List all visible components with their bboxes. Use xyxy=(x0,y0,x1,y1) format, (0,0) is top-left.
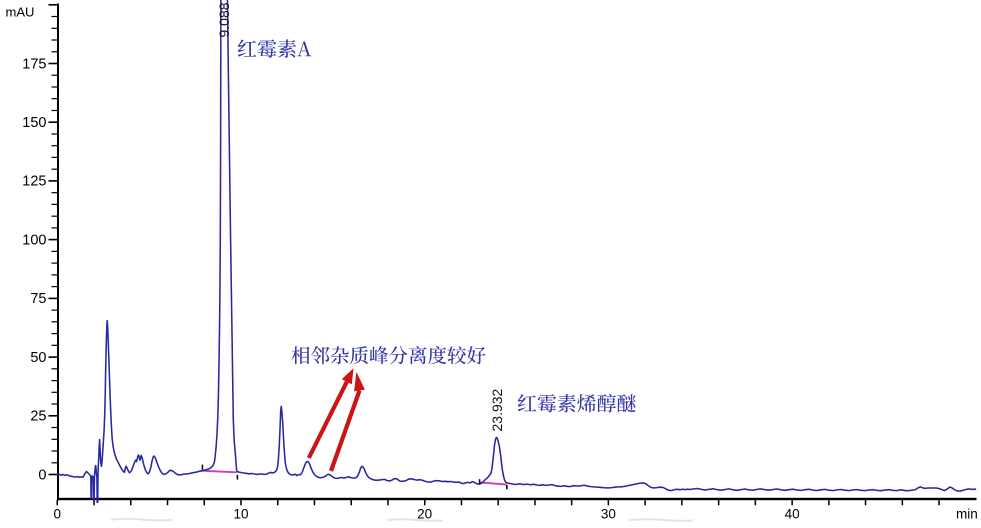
svg-text:30: 30 xyxy=(601,506,616,521)
svg-text:0: 0 xyxy=(54,506,62,521)
svg-text:9.088: 9.088 xyxy=(216,2,232,37)
svg-text:mAU: mAU xyxy=(6,5,35,20)
svg-text:20: 20 xyxy=(417,506,432,521)
svg-text:10: 10 xyxy=(233,506,248,521)
svg-text:50: 50 xyxy=(30,350,46,366)
svg-text:75: 75 xyxy=(30,291,46,307)
svg-text:0: 0 xyxy=(38,467,46,483)
svg-text:23.932: 23.932 xyxy=(489,388,505,431)
svg-text:150: 150 xyxy=(22,115,46,131)
svg-text:125: 125 xyxy=(22,174,46,190)
svg-text:25: 25 xyxy=(30,409,46,425)
svg-text:min: min xyxy=(956,506,978,521)
svg-text:40: 40 xyxy=(785,506,800,521)
svg-text:175: 175 xyxy=(22,56,46,72)
svg-text:100: 100 xyxy=(22,232,46,248)
